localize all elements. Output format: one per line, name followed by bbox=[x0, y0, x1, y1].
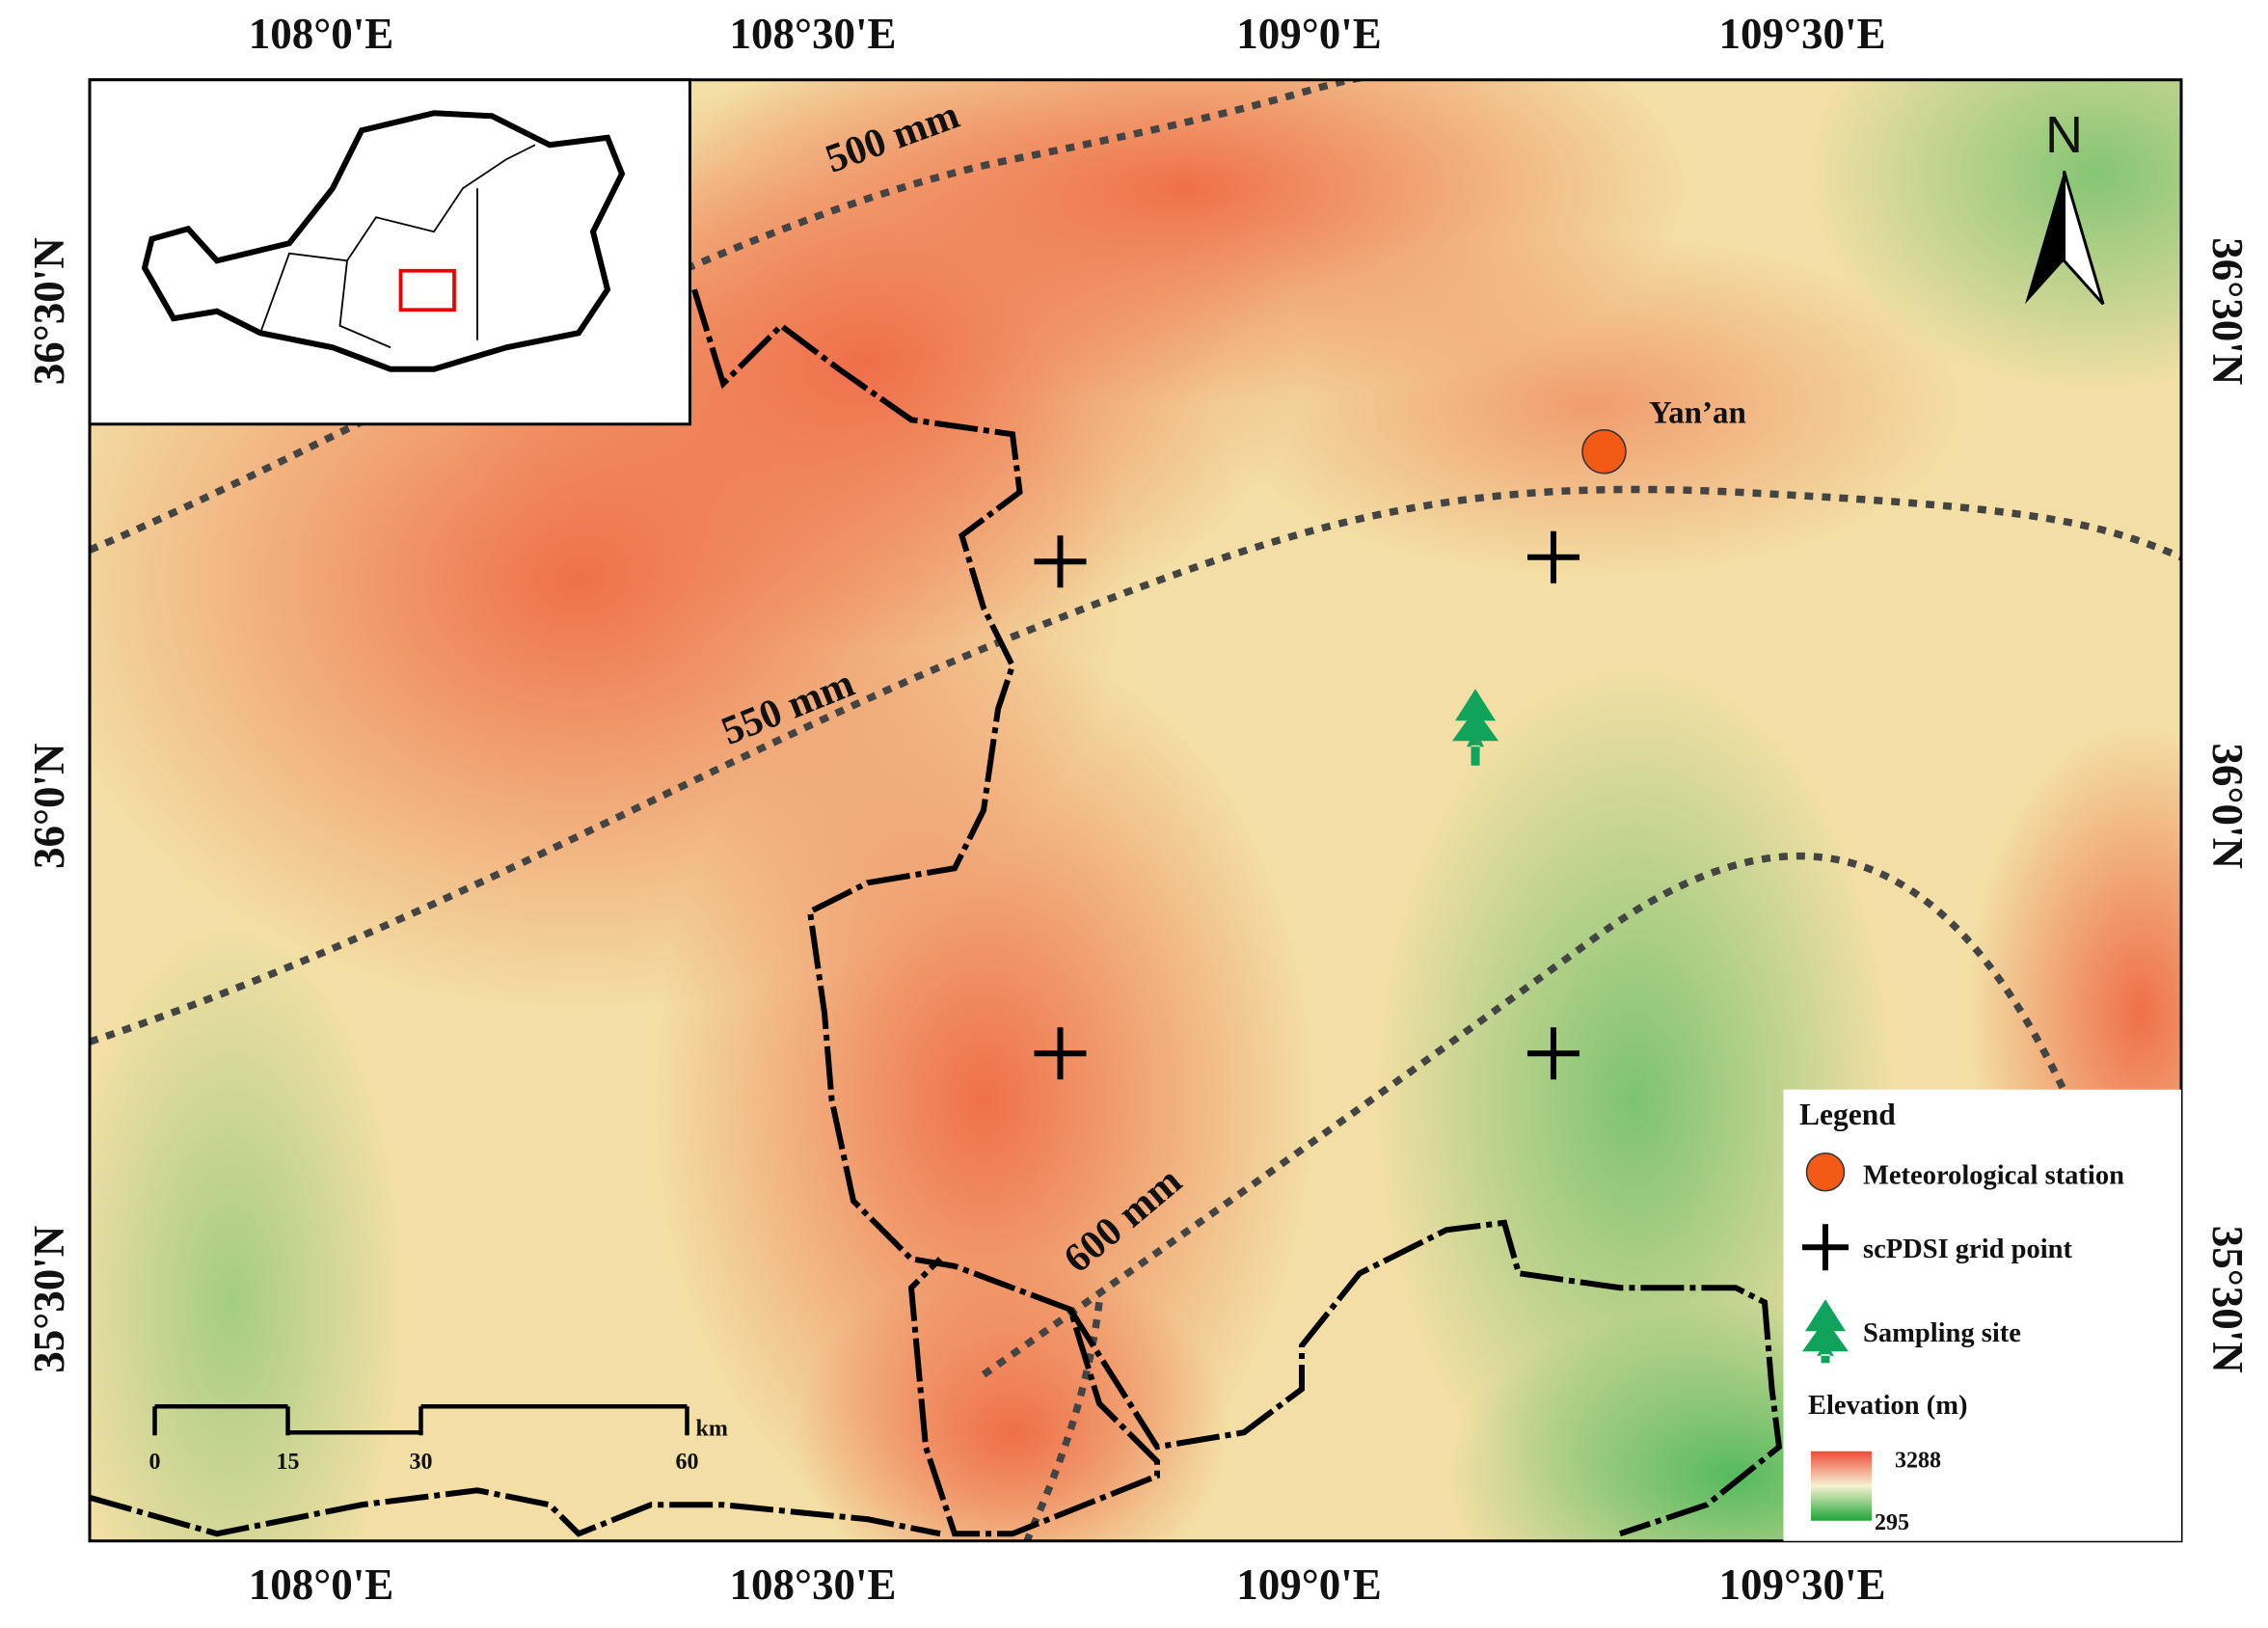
scale-tick-label: 15 bbox=[277, 1450, 300, 1475]
elevation-title: Elevation (m) bbox=[1808, 1391, 1967, 1421]
elevation-max: 3288 bbox=[1895, 1448, 1941, 1473]
scale-tick-label: 0 bbox=[149, 1450, 161, 1475]
north-label: N bbox=[2045, 106, 2083, 164]
latitude-label: 36°0'N bbox=[2203, 744, 2252, 870]
latitude-label: 36°30'N bbox=[2203, 237, 2252, 385]
longitude-label: 108°0'E bbox=[249, 10, 394, 58]
longitude-label: 108°30'E bbox=[729, 10, 896, 58]
legend-item: Meteorological station bbox=[1863, 1160, 2124, 1190]
sampling-site-marker bbox=[1452, 689, 1498, 766]
legend: Legend Meteorological station scPDSI gri… bbox=[1783, 1089, 2181, 1541]
longitude-label: 109°30'E bbox=[1718, 10, 1885, 58]
elevation-ramp bbox=[1811, 1451, 1872, 1521]
station-marker bbox=[1581, 428, 1627, 475]
elevation-min: 295 bbox=[1875, 1510, 1909, 1535]
map-frame bbox=[88, 78, 2183, 1543]
longitude-label: 109°0'E bbox=[1236, 1560, 1382, 1609]
legend-item: Sampling site bbox=[1863, 1318, 2021, 1348]
longitude-label: 109°30'E bbox=[1718, 1560, 1885, 1609]
legend-title: Legend bbox=[1799, 1098, 1896, 1131]
north-arrow bbox=[2063, 170, 2105, 306]
scale-tick-label: 60 bbox=[676, 1450, 699, 1475]
boundaries bbox=[90, 288, 1783, 1537]
inset-map bbox=[88, 78, 691, 426]
grid-point-markers bbox=[1034, 530, 1580, 1080]
longitude-label: 108°0'E bbox=[249, 1560, 394, 1609]
latitude-label: 35°30'N bbox=[25, 1226, 73, 1373]
latitude-label: 36°30'N bbox=[25, 237, 73, 385]
station-label: Yan’an bbox=[1649, 395, 1746, 430]
latitude-label: 35°30'N bbox=[2203, 1226, 2252, 1373]
longitude-label: 109°0'E bbox=[1236, 10, 1382, 58]
graticule-labels: 108°0'E 108°0'E 108°30'E 108°30'E 109°0'E 109… bbox=[25, 10, 2252, 1609]
legend-item: scPDSI grid point bbox=[1863, 1235, 2072, 1264]
longitude-label: 108°30'E bbox=[729, 1560, 896, 1609]
scale-tick-label: 30 bbox=[410, 1450, 433, 1475]
latitude-label: 36°0'N bbox=[25, 744, 73, 870]
scale-bar: 0 15 30 60 km bbox=[149, 1404, 728, 1475]
scale-unit: km bbox=[696, 1416, 728, 1441]
